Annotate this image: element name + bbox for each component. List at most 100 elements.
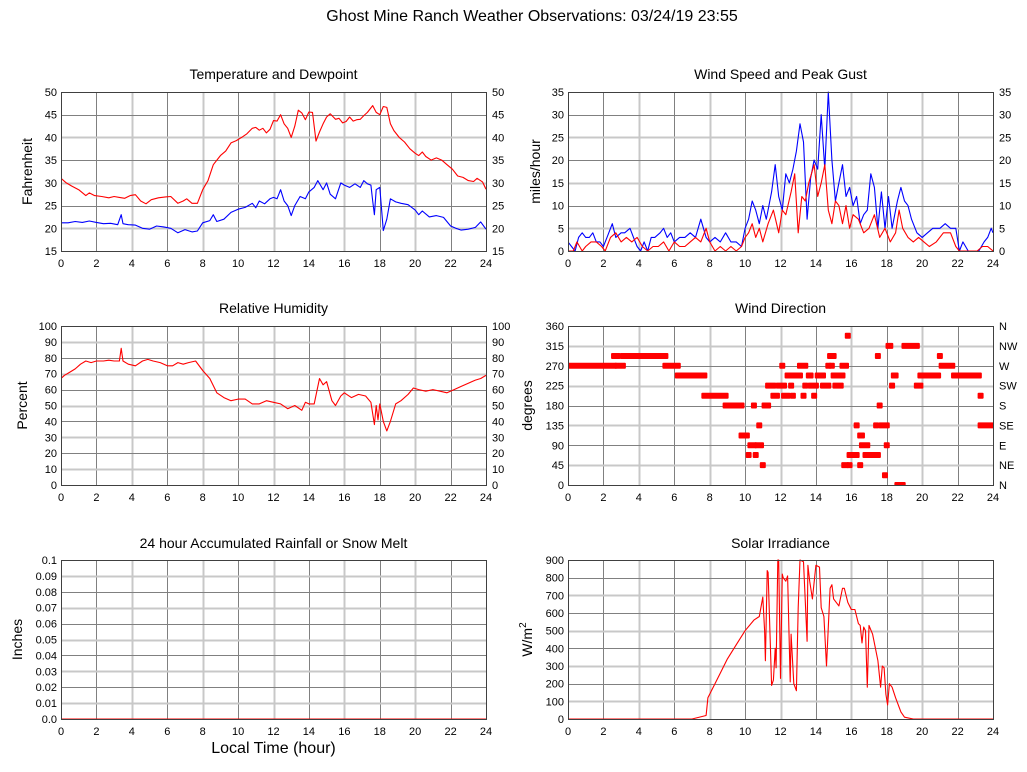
x-tick-label: 6	[671, 258, 677, 270]
y-tick-label: 0.01	[36, 698, 57, 710]
wind-direction-point	[839, 362, 850, 369]
plot-frame	[61, 560, 487, 720]
x-tick-label: 16	[338, 492, 350, 504]
y-tick-label: 315	[546, 341, 564, 353]
y-tick-label-right: 90	[492, 337, 504, 349]
x-tick-label: 18	[374, 492, 386, 504]
y-tick-label-right: 20	[492, 448, 504, 460]
y-tick-label: 45	[552, 460, 564, 472]
x-tick-label: 12	[267, 258, 279, 270]
x-tick-label: 16	[845, 726, 857, 738]
wind-direction-point	[722, 402, 745, 409]
y-tick-label-right: 30	[999, 110, 1011, 122]
wind-direction-point	[775, 382, 788, 389]
y-tick-label: 0	[558, 246, 564, 258]
wind-direction-point	[611, 353, 621, 360]
y-tick-label: 225	[546, 381, 564, 393]
x-tick-label: 2	[600, 726, 606, 738]
y-axis-label-superscript: 2	[518, 622, 529, 628]
wind-direction-point	[662, 362, 681, 369]
x-tick-label: 2	[93, 726, 99, 738]
x-tick-label: 0	[565, 492, 571, 504]
wind-direction-point	[889, 382, 896, 389]
wind-direction-point	[820, 382, 832, 389]
y-axis-label: Percent	[14, 381, 30, 429]
wind-direction-point	[876, 402, 883, 409]
wind-direction-point	[846, 451, 860, 458]
y-tick-label: 270	[546, 361, 564, 373]
x-tick-label: 4	[636, 726, 642, 738]
series-group	[568, 559, 993, 720]
y-tick-label-right: 0	[999, 246, 1005, 258]
series-group	[568, 332, 993, 486]
x-tick-label: 4	[129, 258, 135, 270]
wind-direction-point	[890, 372, 899, 379]
x-tick-label: 10	[232, 492, 244, 504]
y-tick-label-right: W	[999, 361, 1010, 373]
x-tick-label: 16	[338, 726, 350, 738]
y-tick-label-right: 35	[492, 155, 504, 167]
x-tick-label: 8	[200, 492, 206, 504]
wind-direction-point	[811, 392, 818, 399]
wind-direction-point	[878, 422, 890, 429]
series-line-peak-gust	[568, 91, 993, 252]
y-tick-label-right: 40	[492, 416, 504, 428]
y-tick-label-right: S	[999, 401, 1006, 413]
wind-direction-point	[901, 342, 920, 349]
wind-direction-point	[853, 422, 860, 429]
page-title: Ghost Mine Ranch Weather Observations: 0…	[326, 8, 738, 25]
y-tick-label-right: 10	[999, 201, 1011, 213]
wind-direction-point	[857, 432, 865, 439]
y-tick-label: 0	[51, 480, 57, 492]
y-tick-label-right: 30	[492, 432, 504, 444]
y-tick-label-right: 20	[492, 223, 504, 235]
wind-direction-point	[832, 382, 844, 389]
x-tick-label: 24	[987, 258, 999, 270]
x-tick-label: 10	[232, 258, 244, 270]
y-tick-label: 180	[546, 401, 564, 413]
wind-direction-point	[750, 402, 757, 409]
wind-direction-point	[828, 362, 835, 369]
y-tick-label: 50	[45, 87, 57, 99]
wind-direction-point	[756, 422, 763, 429]
x-tick-label: 0	[565, 726, 571, 738]
x-tick-label: 14	[303, 258, 315, 270]
x-tick-label: 14	[810, 258, 822, 270]
x-tick-label: 24	[987, 492, 999, 504]
y-tick-label: 25	[552, 132, 564, 144]
y-tick-label-right: 80	[492, 353, 504, 365]
x-tick-label: 12	[267, 492, 279, 504]
wind-direction-point	[917, 372, 942, 379]
wind-direction-point	[835, 372, 846, 379]
y-tick-label: 0.06	[36, 619, 57, 631]
x-tick-label: 24	[480, 492, 492, 504]
x-tick-label: 8	[707, 258, 713, 270]
y-tick-label: 20	[552, 155, 564, 167]
x-tick-label: 8	[707, 492, 713, 504]
y-tick-label: 300	[546, 661, 564, 673]
x-tick-label: 10	[739, 492, 751, 504]
y-tick-label-right: 45	[492, 110, 504, 122]
y-tick-label: 20	[45, 448, 57, 460]
x-tick-label: 0	[58, 726, 64, 738]
y-tick-label: 0.1	[42, 555, 57, 567]
wind-direction-point	[873, 422, 880, 429]
y-tick-label: 500	[546, 626, 564, 638]
x-tick-label: 6	[671, 726, 677, 738]
wind-direction-point	[781, 392, 791, 399]
x-tick-label: 24	[987, 726, 999, 738]
x-tick-label: 12	[774, 492, 786, 504]
y-tick-label-right: 50	[492, 401, 504, 413]
wind-direction-point	[805, 372, 814, 379]
y-tick-label: 0	[558, 480, 564, 492]
y-axis-label: miles/hour	[527, 139, 543, 204]
y-tick-label: 0	[558, 714, 564, 726]
y-tick-label-right: 20	[999, 155, 1011, 167]
wind-direction-point	[796, 362, 809, 369]
series-line-relative-humidity	[61, 347, 486, 432]
y-tick-label: 45	[45, 110, 57, 122]
